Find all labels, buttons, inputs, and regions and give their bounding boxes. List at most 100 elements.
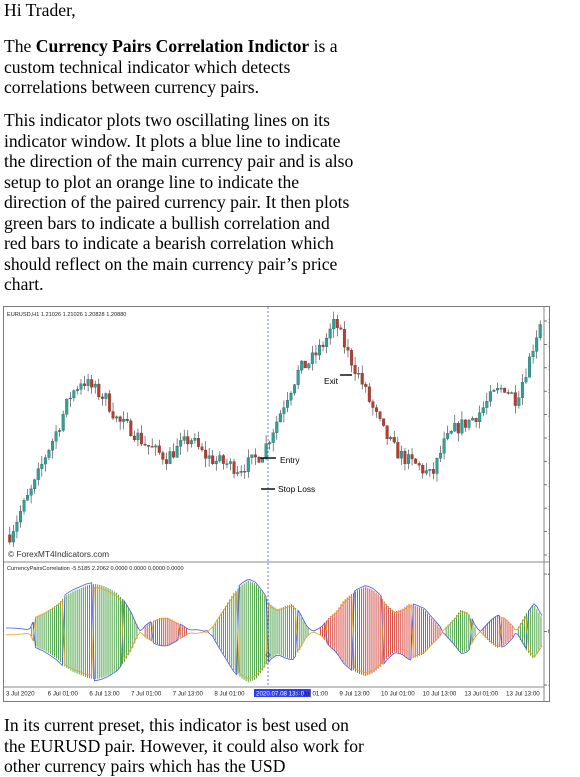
candle-body [107,393,111,412]
histogram-layer [6,579,543,683]
main-chart-header: EURUSD,H1 1.21026 1.21026 1.20828 1.2088… [7,312,126,318]
candle-body [18,511,22,523]
candle-body [11,531,15,543]
candle-body [282,407,286,414]
candle-body [417,463,421,466]
candle-body [481,407,485,413]
price-tick-label: 1.13355 [548,365,549,372]
candle-body [392,437,396,443]
time-tick-label: 10 Jul 13:00 [423,691,457,698]
indicator-name: Currency Pairs Correlation Indictor [35,36,310,56]
price-tick-label: 1.12630 [548,482,549,489]
candle-body [463,419,467,428]
candle-body [147,445,151,447]
time-tick-label: 13 Jul 13:00 [506,691,540,698]
candle-body [214,460,218,464]
candle-body [318,344,321,356]
candle-body [175,445,179,458]
candle-body [439,452,443,459]
intro-paragraph: The Currency Pairs Correlation Indictor … [4,36,364,98]
candle-body [115,416,119,419]
candle-body [179,440,183,447]
candle-body [200,446,204,451]
candle-body [399,450,403,459]
candle-body [164,459,168,464]
candle-body [421,465,425,474]
candle-body [364,384,368,387]
candle-body [243,471,247,473]
candle-body [435,458,439,474]
candle-body [467,419,471,428]
candle-body [75,389,79,391]
candle-body [246,457,250,472]
candle-body [449,431,453,434]
candle-body [335,318,339,328]
time-tick-label: 10 Jul 01:00 [381,691,415,698]
candle-body [538,324,542,338]
candle-body [296,370,300,385]
candle-body [58,430,62,432]
time-tick-label: 8 Jul 01:00 [214,691,245,698]
candle-body [97,383,101,398]
candle-body [129,420,133,437]
candle-body [118,416,122,422]
candle-body [453,423,457,432]
candle-body [332,318,336,330]
candle-body [61,414,65,431]
candle-body [517,397,521,406]
candle-body [367,386,371,402]
candle-body [211,455,215,464]
candle-body [271,432,275,443]
candle-body [132,435,136,441]
intro-suffix: is a custom technical indicator which de… [4,36,338,97]
description-paragraph: This indicator plots two oscillating lin… [4,110,354,294]
candle-body [342,328,346,348]
candle-body [15,521,19,532]
candle-body [535,337,539,352]
candle-body [218,455,222,462]
price-tick-label: 1.12195 [548,552,549,559]
candle-body [264,443,268,459]
indicator-header: CurrencyPairsCorrelation -5.5185 2.2062 … [7,566,184,572]
time-tick-label: 7 Jul 01:00 [131,691,162,698]
candle-body [83,383,87,386]
time-tick-label: 6 Jul 01:00 [48,691,79,698]
candle-body [474,418,478,422]
candle-body [385,425,389,440]
price-tick-label: 1.12775 [548,458,549,465]
candle-body [111,411,115,419]
candle-body [8,534,12,543]
candle-body [122,419,126,422]
candle-body [328,328,332,339]
candle-body [68,397,72,400]
candle-body [456,423,460,434]
stop-loss-label: Stop Loss [278,484,315,494]
candle-body [22,500,26,512]
candle-body [221,455,225,464]
price-tick-label: 1.12485 [548,505,549,512]
indicator-tick-label: 42.7017 [548,571,549,578]
candle-body [403,450,407,464]
candle-body [43,457,47,465]
candle-body [303,360,307,369]
candle-body [33,479,37,490]
candle-body [360,373,364,385]
candle-body [346,347,350,351]
chart-watermark: © ForexMT4Indicators.com [8,549,109,559]
main-pair-line [6,579,543,682]
candle-body [414,458,418,464]
candle-body [478,412,482,422]
candle-body [285,400,289,408]
candle-body [374,407,378,412]
candle-body [47,450,51,458]
price-tick-label: 1.12920 [548,435,549,442]
candle-body [424,470,428,474]
price-tick-label: 1.12340 [548,529,549,536]
candle-body [428,469,432,471]
candle-body [278,413,282,423]
candle-body [289,392,293,401]
exit-label: Exit [324,376,339,386]
candle-body [196,437,200,447]
candle-body [371,401,375,408]
candle-body [524,377,528,383]
